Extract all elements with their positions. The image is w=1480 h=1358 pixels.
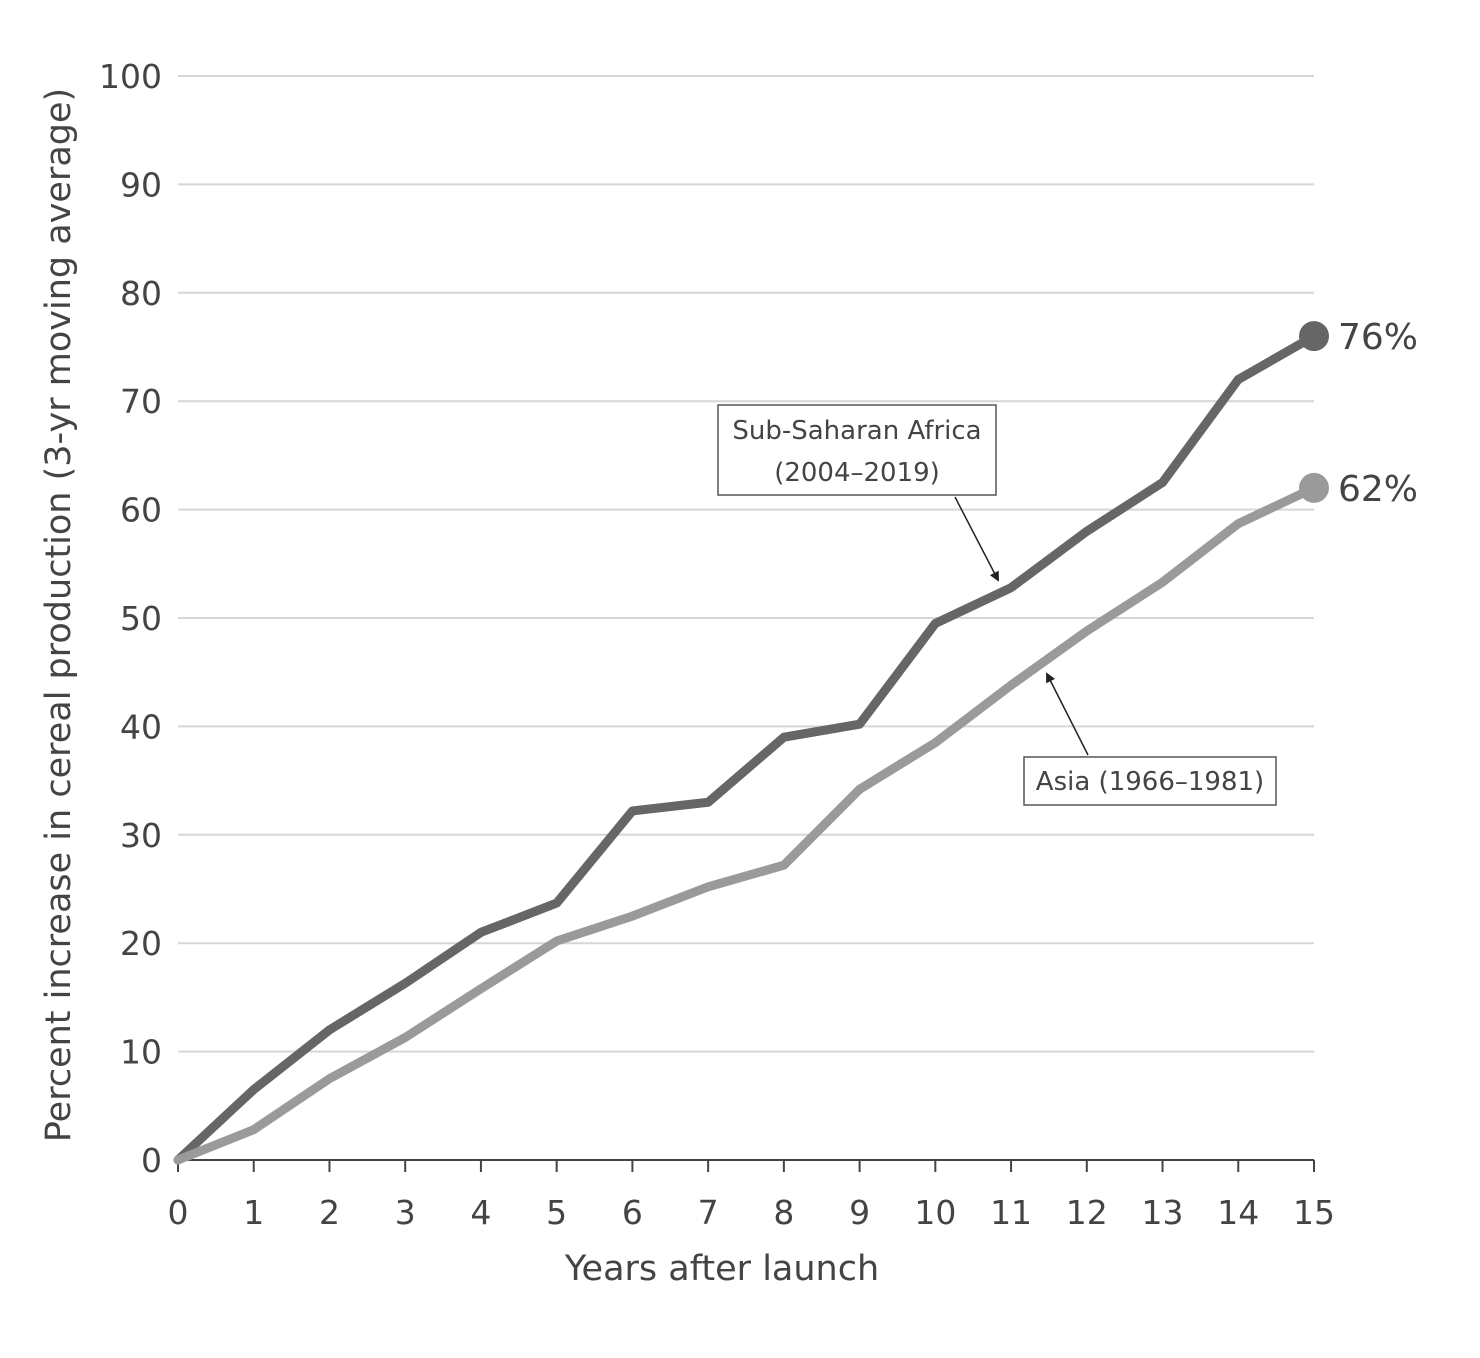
y-tick-label: 20 <box>120 924 162 963</box>
x-axis-title: Years after launch <box>564 1249 879 1289</box>
callout-arrow <box>954 496 999 582</box>
callout-box <box>717 404 997 496</box>
series-line-1 <box>173 483 1319 1165</box>
y-tick-label: 60 <box>120 491 162 530</box>
callout-sub-saharan-africa: Sub-Saharan Africa (2004–2019) <box>717 404 999 582</box>
x-tick-label: 10 <box>914 1193 956 1232</box>
series-line-0 <box>173 331 1319 1165</box>
callout-label-line2: (2004–2019) <box>774 458 940 488</box>
series-end-marker-1 <box>1299 472 1329 503</box>
x-tick-label: 11 <box>990 1193 1032 1232</box>
gridlines <box>178 75 1314 1053</box>
x-tick-label: 9 <box>849 1193 870 1232</box>
y-tick-label: 30 <box>120 816 162 855</box>
x-tick-label: 0 <box>168 1193 189 1232</box>
y-tick-label: 90 <box>120 165 162 204</box>
x-tick-label: 13 <box>1142 1193 1184 1232</box>
y-tick-label: 100 <box>99 57 162 96</box>
x-tick-label: 12 <box>1066 1193 1108 1232</box>
series-end-marker-0 <box>1299 321 1329 352</box>
y-tick-label: 50 <box>120 599 162 638</box>
x-tick-label: 5 <box>546 1193 567 1232</box>
x-tick-label: 3 <box>395 1193 416 1232</box>
series-end-label-0: 76% <box>1338 317 1418 358</box>
y-tick-label: 80 <box>120 274 162 313</box>
series-end-label-1: 62% <box>1338 469 1418 510</box>
x-tick-label: 1 <box>243 1193 264 1232</box>
y-axis-title: Percent increase in cereal production (3… <box>39 88 79 1142</box>
x-tick-label: 14 <box>1217 1193 1259 1232</box>
x-tick-label: 2 <box>319 1193 340 1232</box>
x-tick-label: 15 <box>1293 1193 1335 1232</box>
callout-asia: Asia (1966–1981) <box>1023 672 1277 806</box>
x-tick-label: 4 <box>470 1193 491 1232</box>
series-lines <box>173 321 1329 1165</box>
callout-label-line1: Sub-Saharan Africa <box>732 416 981 446</box>
y-tick-label: 0 <box>141 1141 162 1180</box>
y-tick-label: 40 <box>120 707 162 746</box>
callout-label: Asia (1966–1981) <box>1036 767 1264 797</box>
x-tick-label: 7 <box>698 1193 719 1232</box>
callout-box <box>1023 756 1277 806</box>
callout-arrow <box>1046 672 1089 756</box>
x-tick-label: 6 <box>622 1193 643 1232</box>
y-tick-label: 10 <box>120 1033 162 1072</box>
y-tick-label: 70 <box>120 382 162 421</box>
x-tick-label: 8 <box>773 1193 794 1232</box>
